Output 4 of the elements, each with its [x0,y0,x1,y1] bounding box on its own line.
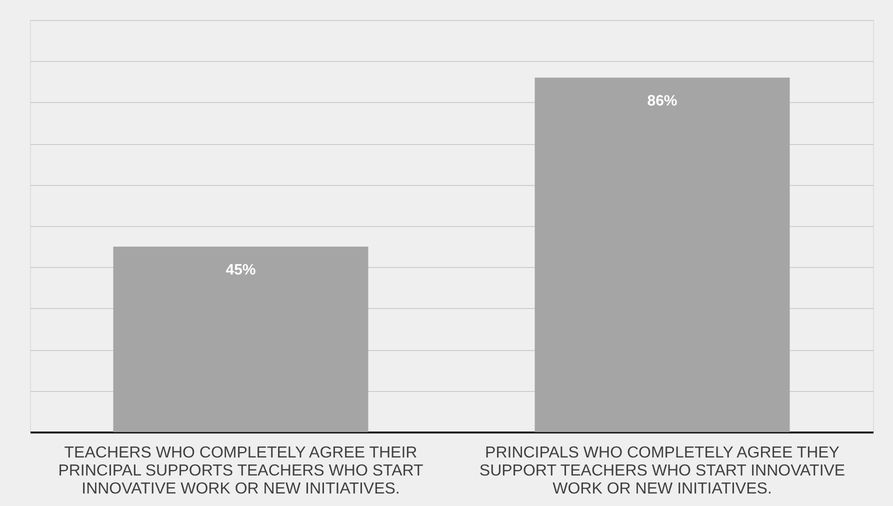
x-tick-label: TEACHERS WHO COMPLETELY AGREE THEIR PRINCIPAL SUPPORTS TEACHERS WHO START INNOVATIVE WORK OR NEW INITIATIVES. [58,444,424,498]
data-label: 45% [226,262,256,279]
x-tick-label: PRINCIPALS WHO COMPLETELY AGREE THEY SUPPORT TEACHERS WHO START INNOVATIVE WORK OR NEW INITIATIVES. [479,444,846,498]
data-label: 86% [647,92,678,110]
